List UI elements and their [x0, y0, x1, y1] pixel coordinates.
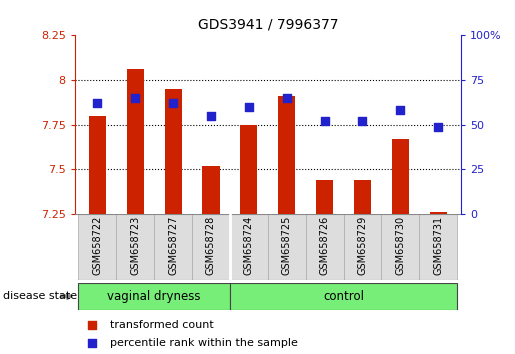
Text: control: control	[323, 290, 364, 303]
Bar	[89, 116, 106, 214]
Bar	[268, 214, 306, 280]
Text: percentile rank within the sample: percentile rank within the sample	[110, 338, 298, 348]
Bar	[127, 69, 144, 214]
Bar	[165, 89, 182, 214]
Bar	[316, 180, 333, 214]
Point	[207, 113, 215, 119]
Bar	[354, 180, 371, 214]
Text: GSM658727: GSM658727	[168, 216, 178, 275]
Bar	[430, 212, 447, 214]
Text: transformed count: transformed count	[110, 320, 214, 330]
Text: GSM658722: GSM658722	[92, 216, 102, 275]
Bar	[154, 214, 192, 280]
Text: GSM658730: GSM658730	[396, 216, 405, 275]
Bar	[306, 214, 344, 280]
Point	[396, 108, 404, 113]
Text: GSM658723: GSM658723	[130, 216, 140, 275]
Point	[245, 104, 253, 110]
Point	[93, 101, 101, 106]
Text: vaginal dryness: vaginal dryness	[108, 290, 201, 303]
Text: GSM658728: GSM658728	[206, 216, 216, 275]
Title: GDS3941 / 7996377: GDS3941 / 7996377	[198, 17, 338, 32]
Bar	[278, 96, 295, 214]
Bar	[382, 214, 419, 280]
Text: GSM658726: GSM658726	[320, 216, 330, 275]
Point	[434, 124, 442, 130]
Point	[320, 118, 329, 124]
Text: disease state: disease state	[3, 291, 77, 301]
Point	[88, 340, 96, 346]
Text: GSM658729: GSM658729	[357, 216, 368, 275]
Text: GSM658724: GSM658724	[244, 216, 254, 275]
Bar	[392, 139, 409, 214]
Text: GSM658725: GSM658725	[282, 216, 291, 275]
Bar	[230, 214, 268, 280]
Bar	[78, 283, 230, 310]
Point	[169, 101, 177, 106]
Point	[131, 95, 140, 101]
Point	[88, 322, 96, 328]
Point	[358, 118, 367, 124]
Bar	[192, 214, 230, 280]
Bar	[241, 125, 258, 214]
Bar	[202, 166, 219, 214]
Bar	[116, 214, 154, 280]
Bar	[344, 214, 382, 280]
Point	[283, 95, 291, 101]
Bar	[419, 214, 457, 280]
Text: GSM658731: GSM658731	[433, 216, 443, 275]
Bar	[230, 283, 457, 310]
Bar	[78, 214, 116, 280]
